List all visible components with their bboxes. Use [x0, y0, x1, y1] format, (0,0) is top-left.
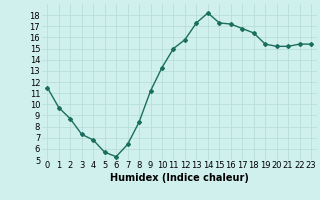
X-axis label: Humidex (Indice chaleur): Humidex (Indice chaleur): [110, 173, 249, 183]
